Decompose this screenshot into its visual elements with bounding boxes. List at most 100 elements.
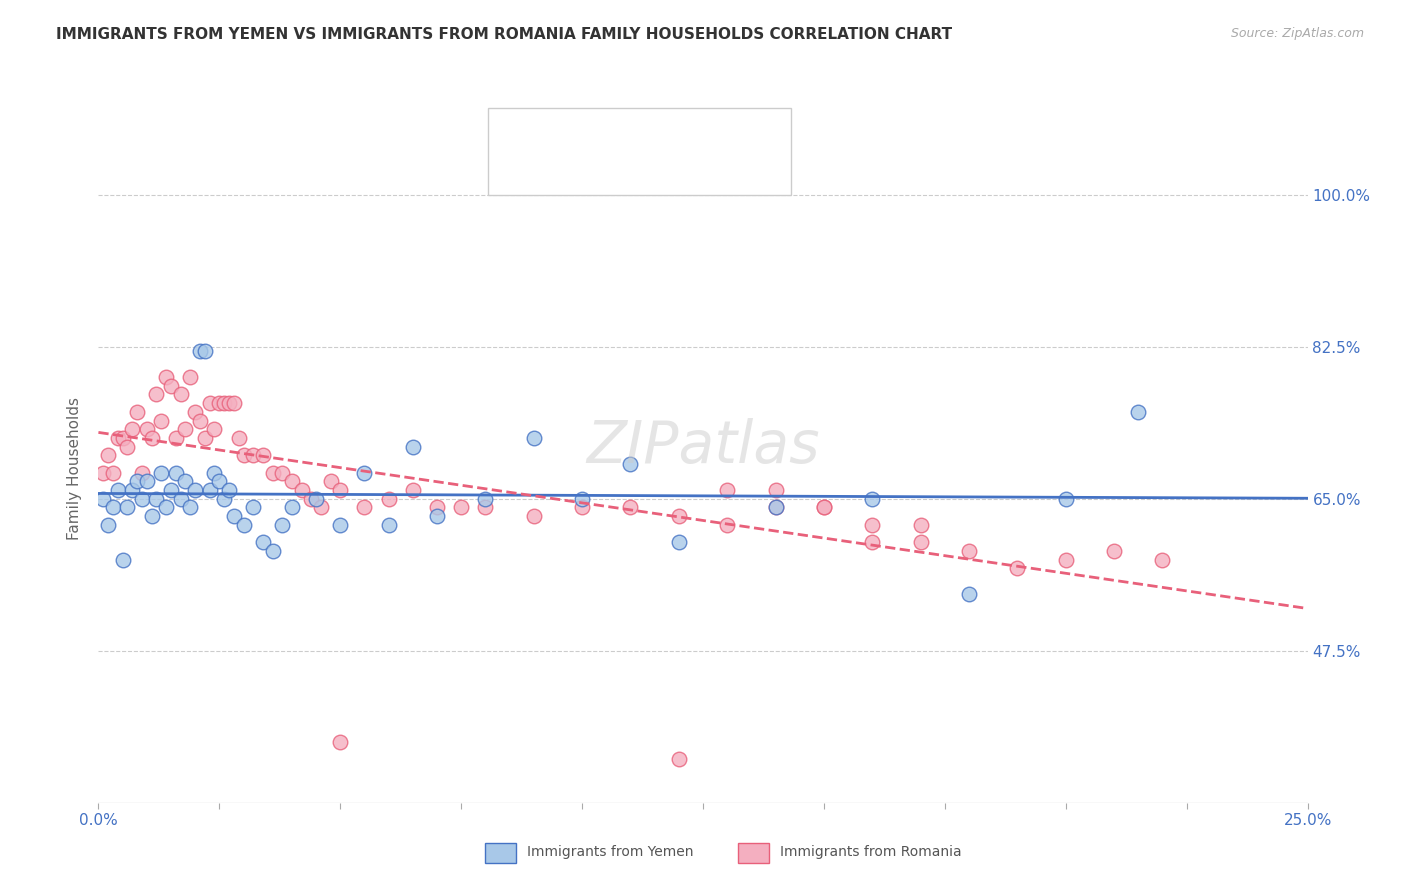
Point [174,422,197,436]
Point [474,491,496,506]
Point [121,422,143,436]
Point [127,405,149,419]
Point [135,475,157,489]
Text: IMMIGRANTS FROM YEMEN VS IMMIGRANTS FROM ROMANIA FAMILY HOUSEHOLDS CORRELATION C: IMMIGRANTS FROM YEMEN VS IMMIGRANTS FROM… [56,27,952,42]
Point [619,500,641,515]
Point [377,517,399,532]
Point [218,483,240,497]
Point [299,491,322,506]
Point [184,483,207,497]
Point [571,500,593,515]
Point [353,466,375,480]
Point [121,483,143,497]
Point [860,535,883,549]
Point [716,517,738,532]
Point [188,413,211,427]
Point [329,517,352,532]
Point [426,500,449,515]
Point [860,491,883,506]
Point [101,466,124,480]
Text: R =: R = [550,123,583,137]
Point [668,752,690,766]
Point [305,491,328,506]
Point [222,509,245,524]
Point [329,483,352,497]
Text: Source: ZipAtlas.com: Source: ZipAtlas.com [1230,27,1364,40]
Point [212,491,235,506]
Point [813,500,835,515]
Point [329,735,352,749]
Point [242,448,264,462]
Point [222,396,245,410]
Point [208,396,231,410]
Point [165,466,187,480]
Point [262,466,284,480]
Point [91,466,114,480]
Point [402,483,425,497]
FancyBboxPatch shape [498,116,537,145]
FancyBboxPatch shape [498,159,537,187]
Point [957,544,980,558]
Point [117,500,139,515]
Point [160,483,183,497]
Point [155,500,177,515]
Point [1128,405,1150,419]
Point [813,500,835,515]
Point [271,466,294,480]
Point [252,448,274,462]
Point [169,491,191,506]
Point [765,483,787,497]
Point [1102,544,1125,558]
Point [232,448,254,462]
Point [97,448,120,462]
Point [194,431,217,445]
Point [571,491,593,506]
Point [242,500,264,515]
Point [910,535,932,549]
Text: R =: R = [550,166,583,180]
Point [150,413,173,427]
Point [212,396,235,410]
Point [319,475,342,489]
Point [188,344,211,359]
Y-axis label: Family Households: Family Households [67,397,83,540]
Point [1152,552,1174,566]
Point [218,396,240,410]
Point [194,344,217,359]
Point [290,483,312,497]
Point [1054,491,1077,506]
Point [141,431,163,445]
Point [165,431,187,445]
Point [131,466,153,480]
Point [101,500,124,515]
Point [169,387,191,401]
Point [204,422,226,436]
Point [107,431,129,445]
Point [619,457,641,471]
Text: N =: N = [676,123,710,137]
Point [208,475,231,489]
Point [910,517,932,532]
Bar [485,843,516,863]
Text: 50: 50 [723,121,747,139]
Point [1054,552,1077,566]
Point [179,370,201,384]
Text: 67: 67 [723,164,747,182]
Point [174,475,197,489]
Point [765,500,787,515]
Bar [738,843,769,863]
Point [426,509,449,524]
Text: -0.160: -0.160 [596,164,655,182]
Point [765,500,787,515]
Point [523,431,546,445]
Point [271,517,294,532]
Point [111,431,134,445]
Point [131,491,153,506]
Point [450,500,472,515]
Text: Immigrants from Romania: Immigrants from Romania [780,845,962,859]
Point [716,483,738,497]
Point [141,509,163,524]
Point [668,509,690,524]
Point [91,491,114,506]
Point [145,387,167,401]
